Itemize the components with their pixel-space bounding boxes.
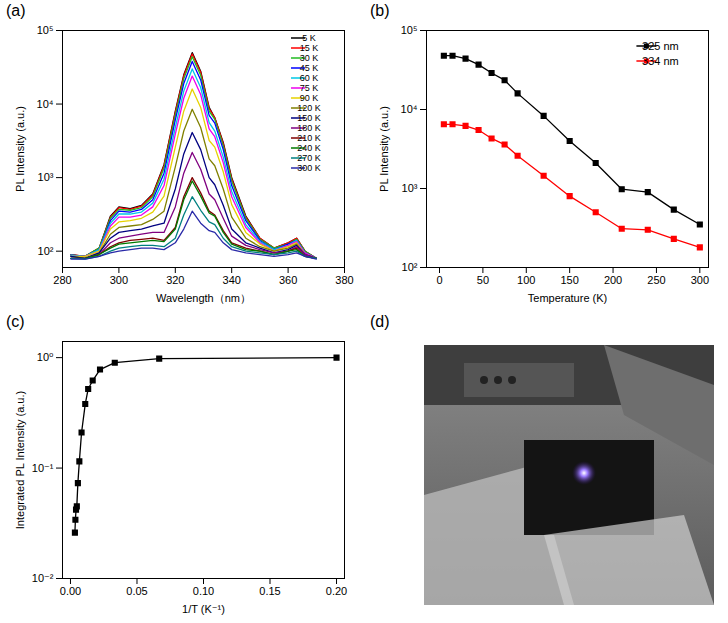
svg-text:300: 300	[691, 274, 709, 286]
svg-text:0.20: 0.20	[326, 585, 347, 597]
svg-text:0.00: 0.00	[60, 585, 81, 597]
svg-text:10⁻¹: 10⁻¹	[32, 462, 54, 474]
svg-text:PL Intensity (a.u.): PL Intensity (a.u.)	[14, 106, 26, 192]
svg-text:325 nm: 325 nm	[642, 40, 679, 52]
svg-text:250: 250	[647, 274, 665, 286]
html-text:(c): (c)	[6, 313, 25, 330]
svg-text:0: 0	[436, 274, 442, 286]
html-text:(d): (d)	[370, 313, 390, 330]
svg-text:340: 340	[223, 274, 241, 286]
svg-text:Temperature (K): Temperature (K)	[528, 292, 607, 304]
svg-text:PL Intensity (a.u.): PL Intensity (a.u.)	[378, 106, 390, 192]
svg-text:10³: 10³	[402, 182, 418, 194]
svg-text:10⁴: 10⁴	[37, 98, 54, 110]
svg-text:300: 300	[110, 274, 128, 286]
svg-text:60 K: 60 K	[300, 73, 319, 83]
svg-text:150: 150	[560, 274, 578, 286]
svg-text:380: 380	[335, 274, 353, 286]
svg-text:10²: 10²	[402, 261, 418, 273]
svg-text:0.10: 0.10	[193, 585, 214, 597]
svg-text:5 K: 5 K	[302, 33, 316, 43]
svg-text:1/T (K⁻¹): 1/T (K⁻¹)	[182, 603, 225, 615]
svg-text:240 K: 240 K	[297, 143, 321, 153]
svg-text:10⁵: 10⁵	[401, 24, 418, 36]
svg-text:10⁵: 10⁵	[37, 24, 54, 36]
svg-text:120 K: 120 K	[297, 103, 321, 113]
svg-text:Wavelength（nm）: Wavelength（nm）	[156, 292, 251, 304]
svg-text:15 K: 15 K	[300, 43, 319, 53]
svg-text:100: 100	[517, 274, 535, 286]
svg-text:360: 360	[279, 274, 297, 286]
svg-text:320: 320	[166, 274, 184, 286]
svg-text:75 K: 75 K	[300, 83, 319, 93]
svg-text:10⁰: 10⁰	[37, 351, 54, 363]
svg-text:90 K: 90 K	[300, 93, 319, 103]
svg-text:334 nm: 334 nm	[642, 55, 679, 67]
svg-text:300 K: 300 K	[297, 163, 321, 173]
svg-text:150 K: 150 K	[297, 113, 321, 123]
svg-text:200: 200	[604, 274, 622, 286]
svg-text:10⁴: 10⁴	[401, 103, 418, 115]
svg-text:50: 50	[477, 274, 489, 286]
svg-text:10⁻²: 10⁻²	[32, 572, 54, 584]
html-text:(a): (a)	[6, 2, 26, 19]
svg-text:Integrated PL Intensity (a.u.): Integrated PL Intensity (a.u.)	[14, 391, 26, 529]
svg-text:270 K: 270 K	[297, 153, 321, 163]
svg-text:10³: 10³	[38, 171, 54, 183]
svg-text:0.15: 0.15	[259, 585, 280, 597]
svg-text:30 K: 30 K	[300, 53, 319, 63]
svg-text:280: 280	[53, 274, 71, 286]
svg-text:45 K: 45 K	[300, 63, 319, 73]
svg-text:10²: 10²	[38, 245, 54, 257]
html-text:(b): (b)	[370, 2, 390, 19]
svg-text:0.05: 0.05	[126, 585, 147, 597]
svg-text:210 K: 210 K	[297, 133, 321, 143]
svg-text:180 K: 180 K	[297, 123, 321, 133]
